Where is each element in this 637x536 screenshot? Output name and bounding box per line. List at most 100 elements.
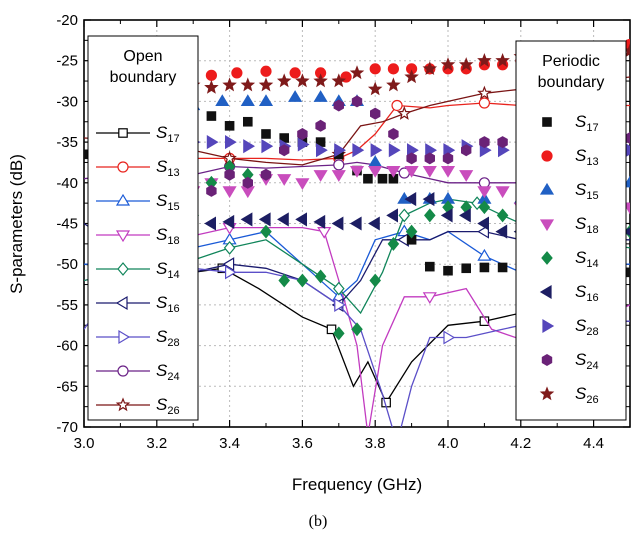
legend-periodic: Periodic boundary S17 S13 S15 S18 S14 S16 S28 S24… [515,40,627,421]
series-periodic-S16-point [459,208,471,223]
y-tick-label: -30 [56,93,78,110]
series-open-S16-point [222,257,235,272]
legend-marker [118,329,131,345]
y-tick-label: -40 [56,175,78,192]
series-periodic-S26-point [295,73,310,88]
legend-marker [115,230,131,243]
series-periodic-S26-point [240,77,256,92]
series-periodic-S15-point [258,94,274,107]
series-open-S24-point [333,159,345,171]
series-periodic-S14-point [260,224,272,239]
series-periodic-S14-point [478,200,491,215]
legend-label: S26 [156,395,180,417]
series-periodic-S18-point [295,178,310,190]
legend-label: S14 [156,259,180,281]
series-periodic-S26-point [386,77,401,92]
series-periodic-S24-point [242,176,253,189]
series-periodic-S24-point [279,144,290,157]
series-periodic-S14-point [424,208,436,223]
y-tick-label: -45 [56,216,78,233]
series-periodic-S24-point [461,144,472,157]
series-periodic-S26-point [440,57,456,71]
legend-marker [541,354,553,366]
series-open-S15-point [477,248,492,261]
series-periodic-S26-point [222,77,237,92]
legend-label: S14 [575,248,599,270]
legend-label: S13 [156,157,180,179]
series-periodic-S24-point [206,184,217,197]
series-periodic-S14-point [387,236,400,251]
x-tick-label: 4.0 [438,435,459,452]
legend-marker [117,262,129,276]
series-periodic-S26-point [422,61,438,76]
series-periodic-S24-point [333,99,344,112]
y-axis-title: S-parameters (dB) [7,154,26,294]
series-periodic-S26-point [404,69,419,84]
series-periodic-S26-point [258,77,274,92]
series-periodic-S24-point [388,128,399,140]
series-periodic-S18-point [368,166,383,178]
series-periodic-S28-point [625,143,630,158]
series-periodic-S16-point [313,214,326,229]
series-periodic-S16-point [386,208,398,223]
series-open-S14-point [398,208,411,223]
series-periodic-S13-point [260,65,272,77]
series-periodic-S26-point [349,65,365,80]
series-periodic-S16-point [331,216,344,231]
legend-label: S24 [156,361,180,383]
series-open-S26-point [397,105,412,120]
x-tick-label: 3.6 [292,435,313,452]
series-periodic-S16-point [349,216,362,231]
series-periodic-S24-point [406,152,417,165]
series-periodic-S18-point [277,174,292,186]
series-periodic-S28-point [206,135,219,150]
legend-title: boundary [538,74,605,91]
series-periodic-S28-point [225,135,237,150]
legend-marker [115,397,131,412]
series-periodic-S15-point [240,94,255,107]
legend-marker [539,182,555,195]
series-periodic-S26-point [458,57,474,71]
series-periodic-S24-point [442,152,454,165]
legend-marker [118,128,128,138]
legend-title: Open [123,48,162,65]
series-periodic-S24-point [315,119,326,132]
series-periodic-S26-point [313,73,328,88]
series-periodic-S16-point [258,212,271,227]
series-periodic-S18-point [459,170,474,182]
series-periodic-S14-point [405,224,418,239]
legend-label: S28 [575,316,599,338]
legend-label: S28 [156,327,180,349]
series-periodic-S18-point [331,170,346,182]
legend-label: S17 [156,123,180,145]
legend-title: Periodic [542,53,600,70]
series-periodic-S24-point [260,168,272,181]
series-open-S14-point [223,240,236,255]
series-periodic-S17-point [224,121,235,131]
series-periodic-S24-point [224,168,235,181]
series-periodic-S28-point [388,143,401,158]
series-open-S28-point [334,297,346,312]
series-periodic-S16-point [477,216,489,231]
series-periodic-S28-point [352,143,365,158]
series-periodic-S24-point [624,132,630,144]
series-periodic-S17-point [206,111,217,121]
series-periodic-S14-point [351,322,363,337]
series-periodic-S17-point [363,173,373,184]
series-periodic-S18-point [440,166,456,178]
series-periodic-S16-point [404,192,417,207]
legend-marker [539,386,555,401]
series-periodic-S18-point [477,186,492,199]
series-periodic-S18-point [222,186,237,199]
series-periodic-S17-point [243,116,253,127]
series-periodic-S14-point [278,273,290,288]
series-periodic-S28-point [261,139,274,154]
series-periodic-S17-point [84,149,89,160]
series-periodic-S14-point [496,208,509,223]
legend-marker [542,318,555,334]
legend-label: S26 [575,384,599,406]
legend-label: S16 [156,293,180,315]
series-open-S28-point [443,330,456,345]
series-periodic-S17-point [443,265,453,276]
legend-title: boundary [110,69,177,86]
